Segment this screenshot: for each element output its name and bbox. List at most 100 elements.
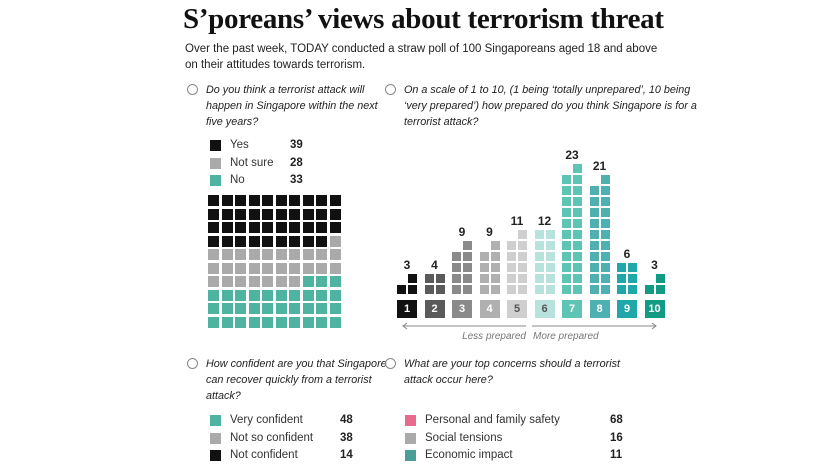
bar-cell	[617, 285, 626, 294]
waffle-cell-no	[275, 289, 287, 301]
waffle-cell-yes	[289, 195, 300, 206]
bar-cell	[518, 274, 527, 283]
legend-value: 14	[340, 449, 353, 461]
bar-cell	[435, 285, 445, 294]
waffle-cell-no	[289, 316, 300, 328]
waffle-cell-no	[235, 316, 246, 328]
bar-category-label: 4	[479, 300, 500, 318]
bar-value-label: 21	[592, 159, 607, 173]
legend-value: 11	[610, 449, 623, 461]
bar-cell	[545, 252, 555, 261]
waffle-cell-yes	[208, 222, 219, 233]
bar-cell	[655, 285, 665, 294]
waffle-cell-yes	[248, 195, 260, 206]
bar-cell	[534, 230, 544, 239]
waffle-cell-no	[208, 289, 219, 301]
waffle-cell-yes	[289, 222, 300, 233]
bar-cell	[573, 274, 582, 283]
waffle-cell-yes	[221, 222, 233, 233]
bar-category-label: 6	[534, 300, 555, 318]
legend-value: 33	[290, 174, 303, 186]
legend-label: Not confident	[230, 449, 298, 461]
bar-cell	[507, 241, 516, 250]
legend-value: 39	[290, 139, 303, 151]
bar-category-label: 10	[644, 300, 665, 318]
waffle-cell-no	[248, 303, 260, 314]
legend-item: Social tensions 16	[405, 430, 645, 448]
bar-cell	[600, 241, 610, 250]
legend-swatch	[210, 175, 221, 187]
waffle-cell-yes	[275, 222, 287, 233]
question-3: How confident are you that Singapore can…	[187, 356, 391, 404]
waffle-cell-yes	[262, 195, 273, 206]
waffle-cell-not-sure	[329, 235, 341, 247]
bar-cell	[424, 274, 434, 283]
legend-label: Social tensions	[425, 431, 503, 444]
waffle-cell-yes	[275, 195, 287, 206]
waffle-cell-no	[248, 289, 260, 301]
waffle-cell-no	[208, 303, 219, 314]
bar-cell	[562, 175, 571, 184]
legend-value: 16	[610, 431, 623, 444]
waffle-cell-yes	[221, 195, 233, 206]
legend-item: Not sure 28	[210, 155, 340, 173]
bar-cell	[600, 252, 610, 261]
bar-cell	[573, 230, 582, 239]
waffle-cell-yes	[316, 235, 327, 247]
legend-q1: Yes 39 Not sure 28 No 33	[210, 137, 340, 190]
bar-category-label: 9	[617, 300, 637, 318]
bar-cell	[562, 285, 571, 294]
waffle-cell-yes	[275, 208, 287, 220]
waffle-cell-not-sure	[289, 262, 300, 274]
waffle-cell-no	[221, 303, 233, 314]
waffle-cell-yes	[329, 222, 341, 233]
bar-cell	[600, 219, 610, 228]
bar-value-label: 9	[486, 225, 493, 239]
waffle-cell-no	[262, 316, 273, 328]
bar-cell	[589, 186, 599, 195]
bar-value-label: 3	[403, 258, 411, 272]
legend-label: Economic impact	[425, 449, 513, 461]
bar-cell	[562, 219, 571, 228]
bar-cell	[479, 263, 489, 272]
waffle-cell-yes	[289, 235, 300, 247]
waffle-cell-yes	[316, 195, 327, 206]
bar-cell	[534, 263, 544, 272]
bar-cell	[507, 285, 516, 294]
waffle-cell-no	[316, 303, 327, 314]
bar-cell	[573, 164, 582, 173]
bar-cell	[628, 285, 637, 294]
waffle-cell-no	[275, 316, 287, 328]
intro-text: Over the past week, TODAY conducted a st…	[185, 43, 658, 71]
bar-cell	[562, 230, 571, 239]
waffle-cell-not-sure	[275, 262, 287, 274]
waffle-cell-not-sure	[262, 249, 273, 260]
bar-cell	[589, 241, 599, 250]
waffle-cell-not-sure	[289, 249, 300, 260]
radio-icon	[187, 84, 198, 95]
bar-cell	[490, 274, 500, 283]
legend-label: No	[230, 174, 245, 186]
legend-swatch	[210, 432, 221, 444]
bar-cell	[589, 208, 599, 217]
bar-category-label: 2	[424, 300, 445, 318]
bar-cell	[479, 285, 489, 294]
bar-value-label: 4	[431, 258, 438, 272]
waffle-cell-yes	[302, 195, 314, 206]
bar-cell	[562, 197, 571, 206]
bar-cell	[408, 274, 417, 283]
question-4: What are your top concerns should a terr…	[385, 356, 624, 388]
waffle-cell-not-sure	[248, 262, 260, 274]
bar-cell	[573, 208, 582, 217]
waffle-cell-yes	[208, 208, 219, 220]
bar-cell	[452, 252, 461, 261]
waffle-cell-not-sure	[248, 276, 260, 287]
bar-cell	[452, 285, 461, 294]
bar-cell	[600, 197, 610, 206]
waffle-cell-not-sure	[302, 249, 314, 260]
bar-cell	[463, 263, 472, 272]
waffle-cell-no	[329, 316, 341, 328]
waffle-cell-not-sure	[235, 249, 246, 260]
legend-swatch	[210, 450, 221, 462]
bar-cell	[589, 230, 599, 239]
